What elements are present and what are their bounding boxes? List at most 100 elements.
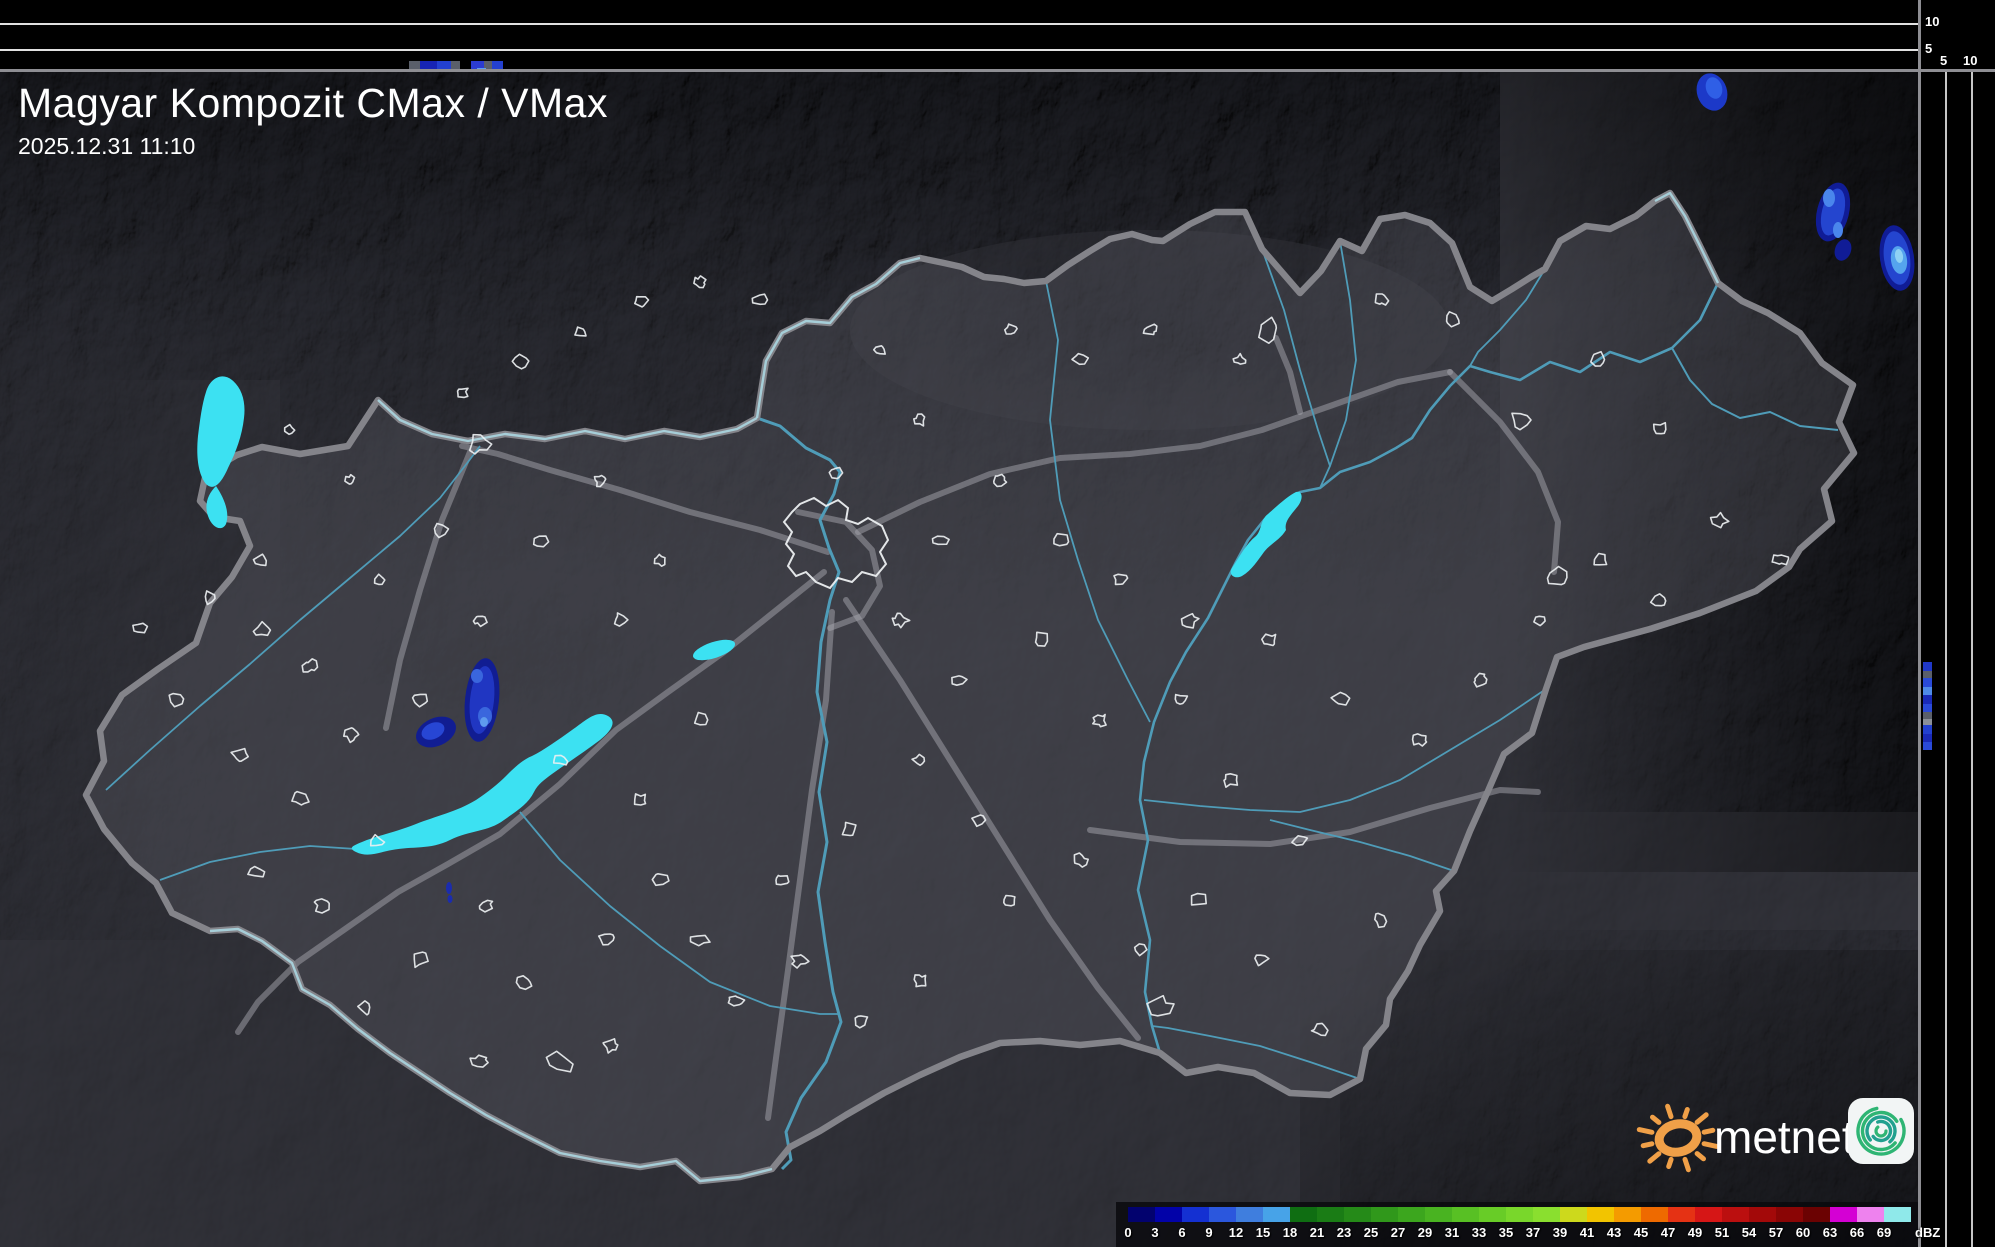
city-outline bbox=[1771, 554, 1790, 566]
colorbar-block bbox=[1452, 1207, 1479, 1222]
city-outline bbox=[247, 865, 266, 878]
north-shadow bbox=[0, 72, 1920, 312]
city-outline bbox=[1034, 631, 1049, 647]
sun-ray bbox=[1694, 1151, 1706, 1162]
profile-echo-mark bbox=[437, 61, 451, 70]
height-tick-10: 10 bbox=[1925, 14, 1940, 29]
colorbar-block bbox=[1344, 1207, 1371, 1222]
city-outline bbox=[993, 473, 1008, 488]
lake-ferto bbox=[197, 376, 245, 487]
river-line bbox=[1261, 248, 1331, 489]
side-axis-line-10km bbox=[1971, 72, 1973, 1247]
colorbar-unit-label: dBZ bbox=[1915, 1225, 1941, 1240]
radar-map-canvas bbox=[0, 72, 1920, 1247]
profile-echo-mark bbox=[492, 61, 503, 70]
city-outline bbox=[413, 951, 429, 969]
colorbar-tick-label: 0 bbox=[1124, 1225, 1132, 1240]
page-title: Magyar Kompozit CMax / VMax bbox=[18, 80, 608, 126]
profile-echo-mark bbox=[1923, 671, 1932, 678]
city-outline bbox=[727, 995, 746, 1007]
sun-ray bbox=[1647, 1151, 1662, 1164]
city-outline bbox=[168, 692, 185, 708]
radar-echo bbox=[447, 895, 453, 903]
motorway-line bbox=[459, 443, 831, 555]
colorbar-block bbox=[1884, 1207, 1911, 1222]
city-outline bbox=[343, 727, 360, 744]
sun-ray bbox=[1640, 1141, 1655, 1149]
city-layer bbox=[132, 275, 1790, 1073]
city-outline bbox=[411, 693, 429, 708]
city-outline bbox=[204, 590, 216, 606]
budapest-outline bbox=[782, 496, 890, 590]
border-layer bbox=[82, 189, 1858, 1185]
radar-echo bbox=[446, 882, 452, 894]
city-outline bbox=[1223, 773, 1239, 788]
city-outline bbox=[515, 975, 533, 991]
city-outline bbox=[1652, 421, 1667, 435]
city-outline bbox=[469, 1054, 489, 1068]
city-outline bbox=[1190, 892, 1207, 906]
motorway-line bbox=[795, 509, 883, 631]
city-outline bbox=[369, 833, 386, 847]
colorbar-tick-label: 39 bbox=[1552, 1225, 1568, 1240]
radar-echo bbox=[1833, 222, 1843, 238]
sun-ray bbox=[1682, 1156, 1691, 1173]
profile-echo-mark bbox=[1923, 687, 1932, 695]
sun-ray bbox=[1650, 1114, 1662, 1125]
city-outline bbox=[1261, 633, 1277, 647]
city-outline bbox=[597, 933, 615, 946]
city-outline bbox=[472, 615, 488, 628]
city-outline bbox=[1533, 615, 1546, 627]
colorbar-block bbox=[1641, 1207, 1668, 1222]
city-outline bbox=[313, 898, 330, 914]
top-axis-line-5km bbox=[0, 49, 1918, 51]
sun-ray bbox=[1666, 1156, 1674, 1169]
sun-ray bbox=[1682, 1107, 1690, 1120]
city-outline bbox=[478, 899, 494, 913]
southeast-shadow bbox=[1300, 950, 1920, 1247]
city-outline bbox=[1254, 954, 1270, 967]
lake-layer bbox=[197, 376, 1302, 855]
city-outline bbox=[1511, 412, 1532, 431]
colorbar-tick-label: 69 bbox=[1876, 1225, 1892, 1240]
sun-ray bbox=[1636, 1127, 1655, 1135]
height-tick-5: 5 bbox=[1925, 41, 1933, 56]
colorbar-block bbox=[1587, 1207, 1614, 1222]
colorbar-tick-label: 25 bbox=[1363, 1225, 1379, 1240]
city-outline bbox=[613, 612, 629, 627]
city-outline bbox=[132, 622, 149, 634]
colorbar-block bbox=[1560, 1207, 1587, 1222]
colorbar-tick-label: 60 bbox=[1795, 1225, 1811, 1240]
colorbar-block bbox=[1803, 1207, 1830, 1222]
river-line bbox=[519, 811, 838, 1015]
colorbar-block bbox=[1857, 1207, 1884, 1222]
city-outline bbox=[911, 753, 926, 767]
city-outline bbox=[693, 711, 709, 726]
colorbar-block bbox=[1722, 1207, 1749, 1222]
river-line bbox=[1045, 280, 1151, 723]
radar-echo bbox=[471, 669, 483, 683]
timestamp: 2025.12.31 11:10 bbox=[18, 133, 196, 159]
colorbar-tick-label: 33 bbox=[1471, 1225, 1487, 1240]
map-top-frame-line bbox=[0, 69, 1995, 72]
profile-echo-mark bbox=[484, 61, 492, 70]
city-outline bbox=[456, 387, 469, 399]
city-outline bbox=[230, 747, 249, 763]
city-outline bbox=[1590, 350, 1606, 367]
metnet-app-icon bbox=[1848, 1098, 1914, 1164]
city-outline bbox=[545, 1050, 574, 1073]
city-outline bbox=[1071, 352, 1090, 366]
city-outline bbox=[1546, 565, 1568, 586]
city-outline bbox=[1310, 1022, 1329, 1037]
motorway-line bbox=[765, 609, 835, 1121]
river-line bbox=[1143, 688, 1547, 813]
city-outline bbox=[344, 473, 356, 485]
city-outline bbox=[1445, 311, 1460, 328]
river-line bbox=[1329, 240, 1357, 467]
river-layer bbox=[105, 240, 1839, 1171]
side-axis-line-5km bbox=[1945, 72, 1947, 1247]
city-outline bbox=[433, 522, 450, 539]
radar-echo bbox=[1705, 77, 1723, 99]
city-outline bbox=[1473, 672, 1488, 688]
colorbar-block bbox=[1668, 1207, 1695, 1222]
